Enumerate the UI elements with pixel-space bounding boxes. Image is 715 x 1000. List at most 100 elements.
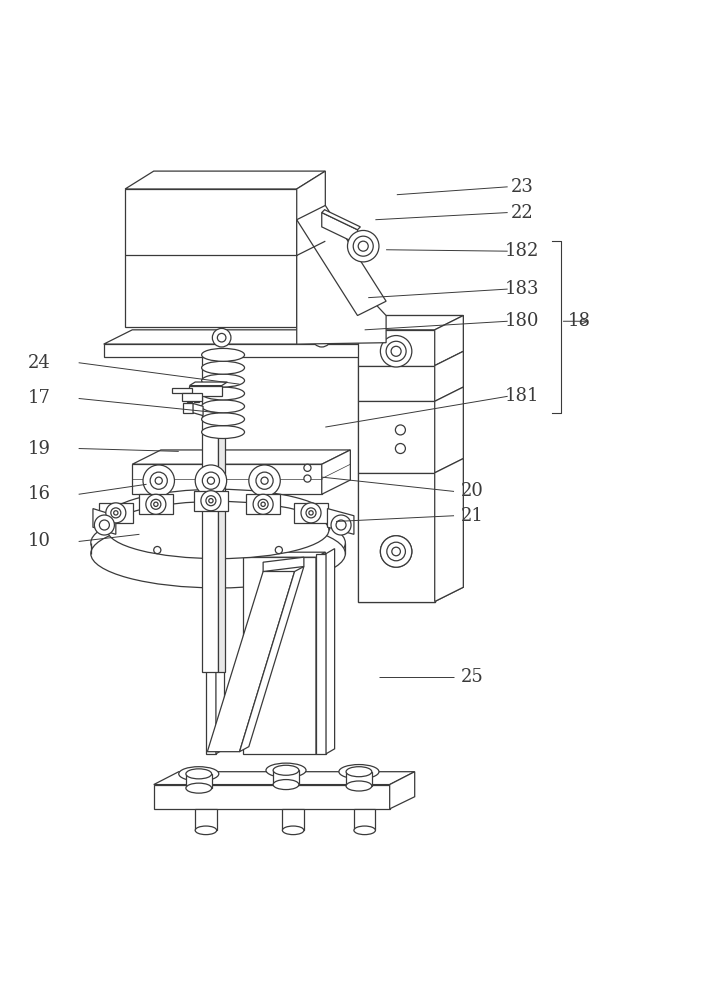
Ellipse shape (91, 509, 345, 577)
Polygon shape (154, 785, 390, 809)
Polygon shape (207, 572, 295, 752)
Polygon shape (99, 503, 133, 523)
Circle shape (312, 328, 331, 347)
Circle shape (380, 536, 412, 567)
Text: 20: 20 (460, 482, 483, 500)
Circle shape (304, 475, 311, 482)
Circle shape (214, 545, 222, 552)
Circle shape (261, 502, 265, 506)
Text: 16: 16 (28, 485, 51, 503)
Polygon shape (104, 330, 415, 344)
Circle shape (114, 511, 118, 515)
Ellipse shape (273, 780, 299, 790)
Text: 23: 23 (511, 178, 533, 196)
Polygon shape (182, 393, 202, 401)
Polygon shape (183, 403, 193, 413)
Ellipse shape (202, 361, 245, 374)
Circle shape (195, 465, 227, 496)
Polygon shape (358, 330, 435, 602)
Ellipse shape (107, 489, 329, 546)
Polygon shape (216, 549, 225, 754)
Polygon shape (322, 213, 358, 244)
Text: 24: 24 (28, 354, 51, 372)
Circle shape (392, 547, 400, 556)
Polygon shape (358, 473, 435, 602)
Circle shape (380, 336, 412, 367)
Ellipse shape (91, 519, 345, 588)
Polygon shape (435, 387, 463, 473)
Polygon shape (435, 459, 463, 602)
Text: 10: 10 (28, 532, 51, 550)
Text: 17: 17 (28, 389, 51, 407)
Circle shape (275, 546, 282, 554)
Ellipse shape (186, 783, 212, 793)
Polygon shape (358, 316, 463, 330)
Polygon shape (189, 382, 227, 386)
Circle shape (99, 520, 109, 530)
Text: 183: 183 (505, 280, 539, 298)
Circle shape (386, 541, 406, 561)
Text: 18: 18 (568, 312, 591, 330)
Circle shape (217, 333, 226, 342)
Ellipse shape (202, 374, 245, 387)
Bar (354, 809, 375, 830)
Circle shape (336, 520, 346, 530)
Polygon shape (346, 772, 372, 786)
Circle shape (253, 494, 273, 514)
Circle shape (353, 236, 373, 256)
Circle shape (391, 546, 401, 556)
Text: 182: 182 (505, 242, 539, 260)
Ellipse shape (202, 426, 245, 439)
Polygon shape (435, 316, 463, 366)
Circle shape (206, 496, 216, 506)
Ellipse shape (354, 826, 375, 835)
Polygon shape (93, 509, 116, 534)
Polygon shape (386, 330, 415, 357)
Circle shape (150, 472, 167, 489)
Bar (194, 395, 199, 402)
Polygon shape (186, 774, 212, 788)
Bar (316, 554, 326, 754)
Ellipse shape (202, 413, 245, 426)
Polygon shape (297, 220, 386, 344)
Polygon shape (273, 770, 299, 785)
Polygon shape (243, 552, 325, 557)
Circle shape (387, 542, 405, 561)
Polygon shape (154, 772, 415, 785)
Polygon shape (358, 330, 435, 366)
Ellipse shape (107, 501, 329, 559)
Circle shape (202, 472, 220, 489)
Circle shape (143, 465, 174, 496)
Circle shape (304, 464, 311, 471)
Polygon shape (297, 220, 358, 330)
Circle shape (261, 477, 268, 484)
Circle shape (358, 241, 368, 251)
Text: 181: 181 (505, 387, 539, 405)
Polygon shape (326, 549, 335, 754)
Polygon shape (435, 351, 463, 401)
Text: 25: 25 (460, 668, 483, 686)
Polygon shape (189, 386, 222, 396)
Circle shape (151, 499, 161, 509)
Circle shape (391, 346, 401, 356)
Ellipse shape (195, 826, 217, 835)
Polygon shape (297, 205, 386, 316)
Polygon shape (390, 772, 415, 809)
Polygon shape (194, 491, 228, 511)
Polygon shape (316, 552, 325, 754)
Ellipse shape (339, 765, 379, 779)
Polygon shape (327, 509, 354, 534)
Circle shape (106, 503, 126, 523)
Circle shape (94, 515, 114, 535)
Polygon shape (125, 171, 325, 189)
Ellipse shape (202, 387, 245, 400)
Ellipse shape (282, 826, 304, 835)
Circle shape (386, 341, 406, 361)
Polygon shape (125, 189, 297, 327)
Circle shape (306, 508, 316, 518)
Polygon shape (297, 171, 325, 327)
Circle shape (154, 502, 158, 506)
Circle shape (155, 477, 162, 484)
Bar (218, 357, 225, 672)
Polygon shape (193, 403, 203, 416)
